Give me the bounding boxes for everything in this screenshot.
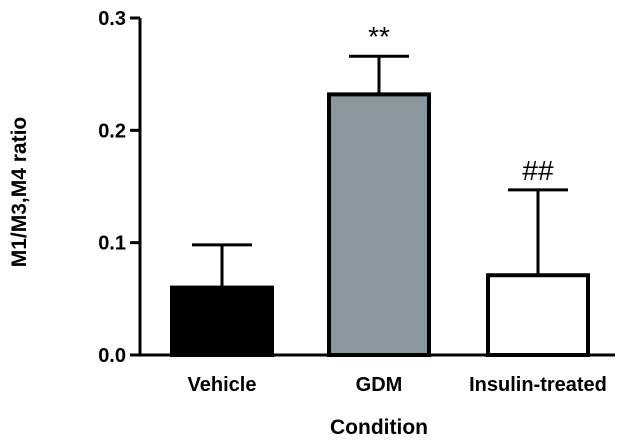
x-axis-title: Condition (330, 416, 428, 439)
bars: ** ## (170, 21, 590, 358)
bar-gdm (327, 92, 431, 358)
bar-insulin-treated (486, 273, 590, 358)
y-tick-label: 0.0 (98, 345, 126, 367)
y-tick-label: 0.1 (98, 233, 126, 255)
significance-label: ** (368, 21, 390, 52)
y-tick-label: 0.2 (98, 120, 126, 142)
x-tick-label: GDM (356, 374, 403, 396)
y-axis-title: M1/M3,M4 ratio (8, 117, 31, 268)
x-tick-label: Vehicle (188, 374, 257, 396)
significance-label: ## (522, 155, 554, 186)
x-tick-label: Insulin-treated (469, 374, 607, 396)
x-axis: Vehicle GDM Insulin-treated Condition (138, 353, 615, 439)
bar-vehicle (170, 285, 274, 358)
y-axis: 0.0 0.1 0.2 0.3 M1/M3,M4 ratio (8, 8, 142, 367)
y-tick-label: 0.3 (98, 8, 126, 30)
